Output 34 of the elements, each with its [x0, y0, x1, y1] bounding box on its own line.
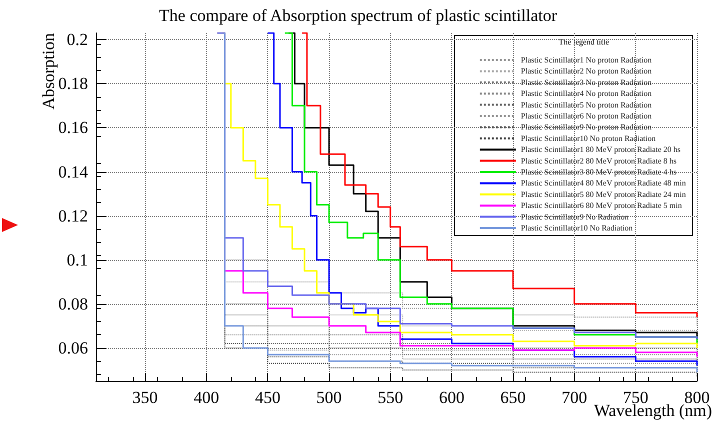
legend-label: Plastic Scintillator1 80 MeV proton Radiate 20 hs [520, 145, 681, 154]
x-tick-label: 350 [132, 388, 158, 407]
legend-label: Plastic Scintillator6 No proton Radiation [520, 112, 652, 120]
legend-label: Plastic Scintillator10 No proton Radiation [520, 134, 656, 143]
y-tick-label: 0.1 [66, 250, 88, 270]
legend-label: Plastic Scintillator5 80 MeV proton Radiate 24 min [520, 190, 686, 199]
chart-title: The compare of Absorption spectrum of plastic scintillator [159, 6, 558, 25]
legend-label: Plastic Scintillator3 No proton Radiation [520, 78, 652, 87]
legend-label: Plastic Scintillator1 No proton Radiation [520, 56, 652, 64]
x-tick-label: 700 [562, 388, 588, 407]
y-axis-title: Absorption [39, 32, 58, 110]
legend-label: Plastic Scintillator6 80 MeV proton Radiate 5 min [520, 201, 682, 210]
x-tick-label: 450 [254, 388, 280, 407]
legend-label: Plastic Scintillator9 No proton Radiation [520, 122, 652, 132]
x-tick-label: 400 [194, 388, 220, 407]
legend-label: Plastic Scintillator9 No Radiation [520, 212, 629, 222]
x-tick-label: 500 [316, 388, 342, 407]
legend-label: Plastic Scintillator2 80 MeV proton Radiate 8 hs [520, 156, 677, 166]
x-tick-label: 650 [500, 388, 526, 407]
legend-label: Plastic Scintillator5 No proton Radiation [520, 100, 652, 110]
y-tick-label: 0.2 [66, 30, 88, 50]
y-tick-label: 0.16 [58, 118, 88, 138]
legend-label: Plastic Scintillator4 80 MeV proton Radiate 48 min [520, 178, 686, 188]
y-tick-label: 0.12 [58, 206, 88, 226]
x-tick-label: 550 [378, 388, 404, 407]
y-tick-label: 0.08 [58, 294, 88, 314]
x-tick-label: 600 [438, 388, 464, 407]
y-tick-label: 0.18 [58, 74, 88, 94]
y-tick-label: 0.14 [58, 162, 88, 182]
legend-label: Plastic Scintillator4 No proton Radiation [520, 89, 652, 98]
y-tick-label: 0.06 [58, 338, 88, 358]
legend-label: Plastic Scintillator2 No proton Radiation [520, 66, 652, 76]
legend-label: Plastic Scintillator3 80 MeV proton Radiate 4 hs [520, 168, 677, 176]
legend-label: Plastic Scintillator10 No Radiation [520, 224, 633, 232]
